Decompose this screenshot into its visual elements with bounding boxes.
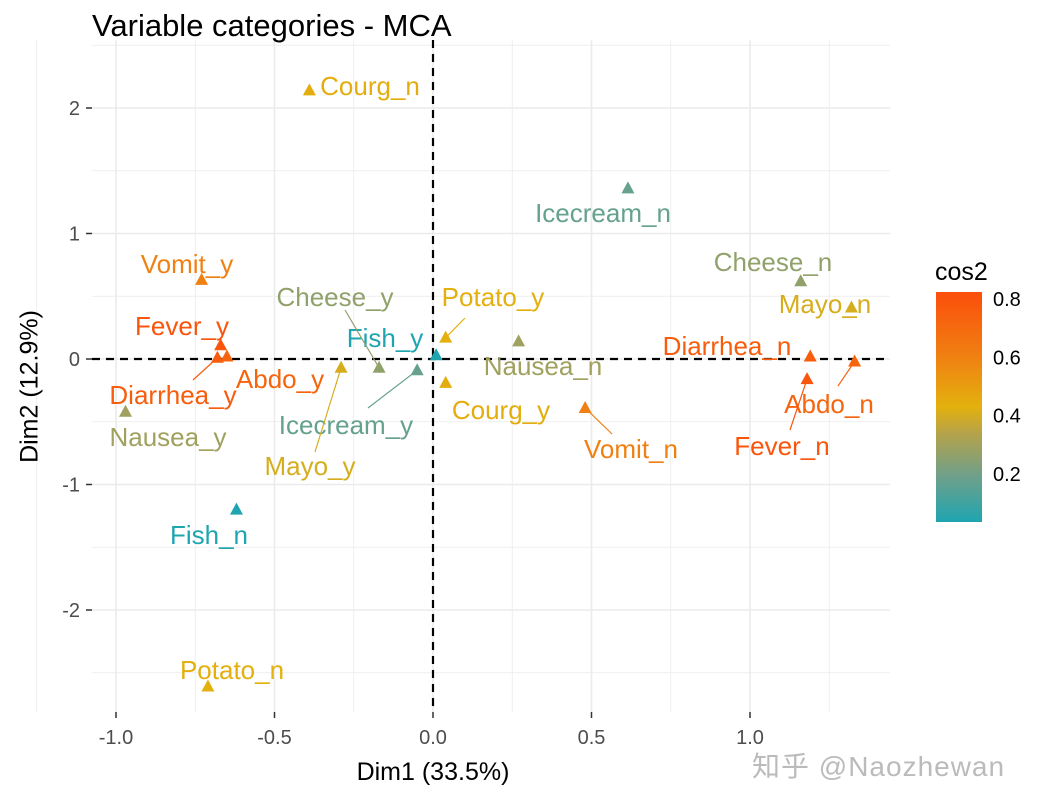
point-abdo-y <box>220 349 234 362</box>
y-tick-label: 2 <box>69 98 80 120</box>
legend-tick-label: 0.6 <box>993 347 1021 369</box>
point-vomit-y <box>195 272 209 285</box>
point-cheese-y <box>372 360 386 373</box>
point-courg-y <box>439 375 453 388</box>
point-label: Abdo_n <box>784 389 874 419</box>
point-nausea-y <box>119 404 133 417</box>
point-label: Fever_n <box>734 431 829 461</box>
leader-line <box>344 309 380 369</box>
x-tick-label: -1.0 <box>99 727 133 749</box>
point-mayo-y <box>334 360 348 373</box>
point-label: Diarrhea_n <box>663 331 792 361</box>
y-tick-label: 0 <box>69 349 80 371</box>
point-label: Vomit_n <box>584 434 678 464</box>
y-tick-label: -1 <box>62 475 80 497</box>
point-label: Fever_y <box>135 311 229 341</box>
chart-title: Variable categories - MCA <box>92 8 452 43</box>
legend-colorbar <box>936 292 982 522</box>
point-diarrhea-n <box>803 349 817 362</box>
point-label: Vomit_y <box>141 249 234 279</box>
point-label: Mayo_y <box>264 451 355 481</box>
leader-line <box>367 369 418 409</box>
point-mayo-n <box>844 300 858 313</box>
x-tick-label: 0.5 <box>578 727 606 749</box>
point-label: Fish_y <box>347 323 424 353</box>
point-vomit-n <box>578 400 592 413</box>
point-label: Cheese_y <box>276 282 393 312</box>
point-icecream-y <box>410 363 424 376</box>
point-potato-n <box>201 679 215 692</box>
point-cheese-n <box>794 274 808 287</box>
point-label: Potato_y <box>442 282 545 312</box>
point-label: Courg_y <box>452 395 550 425</box>
point-diarrhea-y <box>210 350 224 363</box>
x-axis-label: Dim1 (33.5%) <box>356 758 510 786</box>
point-label: Fish_n <box>170 520 248 550</box>
point-fever-n <box>800 372 814 385</box>
watermark: 知乎 @Naozhewan <box>752 751 1006 782</box>
point-fish-y <box>429 348 443 361</box>
point-courg-n <box>302 83 316 96</box>
legend-title: cos2 <box>935 258 988 286</box>
point-label: Abdo_y <box>236 364 324 394</box>
legend-tick-label: 0.8 <box>993 289 1021 311</box>
x-tick-label: -0.5 <box>257 727 291 749</box>
point-fever-y <box>214 338 228 351</box>
leader-line <box>789 378 808 431</box>
y-tick-label: -2 <box>62 600 80 622</box>
leader-line <box>314 367 342 453</box>
point-abdo-n <box>848 354 862 367</box>
legend-tick-label: 0.2 <box>993 464 1021 486</box>
point-label: Nausea_n <box>484 351 603 381</box>
point-label: Mayo_n <box>779 289 872 319</box>
point-label: Nausea_y <box>109 422 226 452</box>
point-label: Cheese_n <box>714 247 833 277</box>
leader-line <box>445 317 466 339</box>
point-label: Diarrhea_y <box>109 380 236 410</box>
point-label: Potato_n <box>180 655 284 685</box>
point-nausea-n <box>512 334 526 347</box>
point-potato-y <box>439 330 453 343</box>
legend-tick-label: 0.4 <box>993 406 1021 428</box>
y-axis-label: Dim2 (12.9%) <box>15 310 44 463</box>
point-icecream-n <box>621 181 635 194</box>
point-label: Courg_n <box>320 71 420 101</box>
x-tick-label: 1.0 <box>736 727 764 749</box>
y-tick-label: 1 <box>69 224 80 246</box>
point-label: Icecream_n <box>535 198 671 228</box>
x-tick-label: 0.0 <box>419 727 447 749</box>
point-label: Icecream_y <box>279 410 413 440</box>
point-fish-n <box>229 502 243 515</box>
